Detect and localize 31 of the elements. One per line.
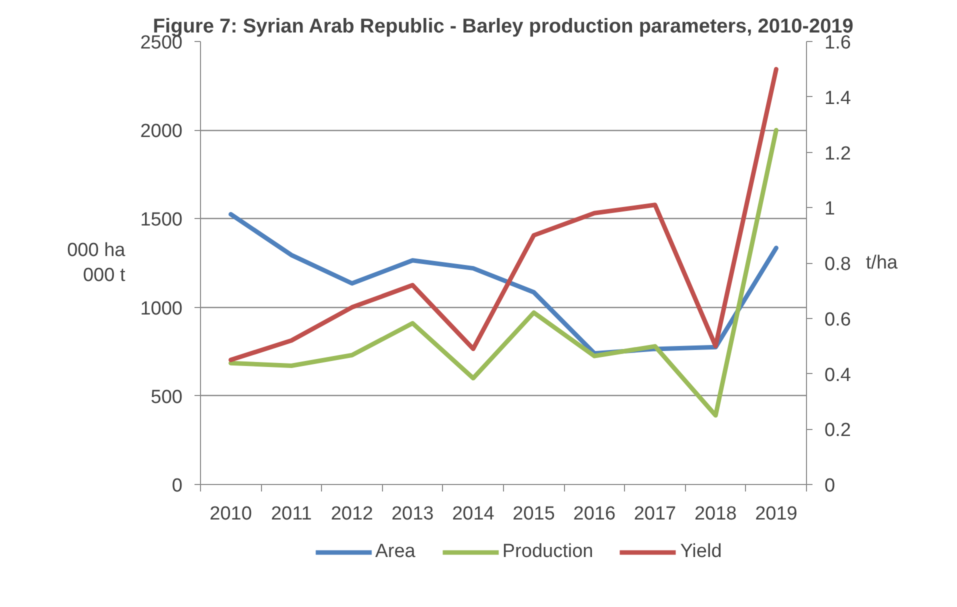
y2-tick-label: 0.6 — [824, 309, 851, 330]
x-tick-label: 2019 — [755, 504, 798, 524]
y-tick-label: 0 — [172, 476, 183, 496]
x-tick-label: 2013 — [391, 504, 434, 524]
y2-tick-label: 1 — [824, 198, 836, 220]
y2-tick-label: 1.6 — [824, 32, 851, 54]
x-tick-label: 2011 — [270, 504, 312, 524]
legend-label: Production — [502, 541, 594, 563]
line-series — [228, 66, 778, 362]
x-tick-label: 2016 — [573, 504, 616, 524]
y-tick-label: 1500 — [140, 210, 183, 231]
x-tick-label: 2018 — [694, 504, 737, 524]
y2-tick-label: 0.4 — [824, 364, 852, 386]
legend-label: Area — [375, 541, 416, 563]
y2-tick-label: 0 — [824, 476, 836, 496]
y-axis-title: 000 ha 000 t — [67, 240, 126, 286]
legend-label: Yield — [680, 541, 722, 563]
y2-tick-label: 0.8 — [824, 254, 851, 275]
y2-tick-label: 0.2 — [824, 420, 851, 442]
y-tick-label: 500 — [150, 386, 182, 408]
y2-tick-label: 1.2 — [824, 143, 851, 164]
x-tick-label: 2017 — [634, 504, 676, 524]
x-tick-label: 2014 — [452, 504, 495, 524]
y-tick-label: 1000 — [140, 298, 183, 320]
line-series — [228, 128, 778, 418]
x-tick-label: 2015 — [512, 504, 555, 524]
x-tick-label: 2010 — [210, 504, 252, 524]
y2-tick-label: 1.4 — [824, 88, 852, 109]
y2-axis-title: t/ha — [866, 252, 898, 274]
x-tick-label: 2012 — [330, 504, 374, 524]
y-tick-label: 2000 — [140, 121, 183, 142]
